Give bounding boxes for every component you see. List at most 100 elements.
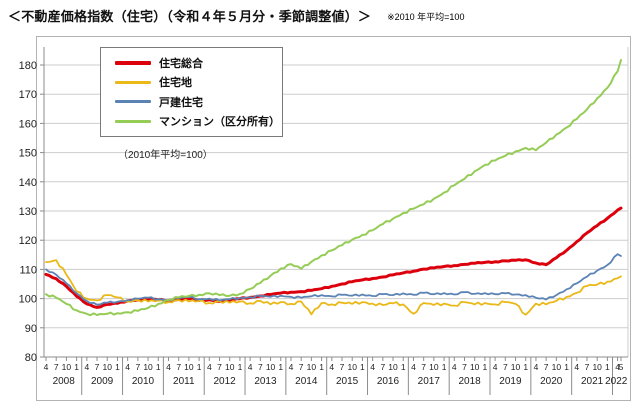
x-month-label-2022-01: 1 bbox=[605, 362, 610, 372]
x-month-label-2015-10: 10 bbox=[347, 362, 357, 372]
x-month-label-2009-10: 10 bbox=[103, 362, 113, 372]
x-month-label-2012-10: 10 bbox=[225, 362, 235, 372]
x-month-label-2017-04: 4 bbox=[411, 362, 416, 372]
x-month-label-2016-04: 4 bbox=[370, 362, 375, 372]
x-month-label-2020-04: 4 bbox=[534, 362, 539, 372]
x-month-label-2012-01: 1 bbox=[197, 362, 202, 372]
y-tick-label-120: 120 bbox=[19, 235, 37, 247]
year-label-2010: 2010 bbox=[132, 376, 155, 387]
x-month-label-2008-07: 7 bbox=[54, 362, 59, 372]
year-label-2015: 2015 bbox=[336, 376, 359, 387]
x-month-label-2022-04: 4 bbox=[615, 362, 620, 372]
year-label-2016: 2016 bbox=[377, 376, 400, 387]
legend-item-kodate: 戸建住宅 bbox=[115, 94, 282, 110]
x-month-label-2021-04: 4 bbox=[574, 362, 579, 372]
y-tick-label-150: 150 bbox=[19, 148, 37, 160]
chart-legend: 住宅総合 住宅地 戸建住宅 マンション（区分所有） bbox=[100, 47, 283, 137]
year-label-2008: 2008 bbox=[53, 376, 76, 387]
x-month-label-2018-10: 10 bbox=[470, 362, 480, 372]
y-tick-label-90: 90 bbox=[25, 323, 37, 335]
x-month-label-2021-01: 1 bbox=[564, 362, 569, 372]
year-label-2011: 2011 bbox=[173, 376, 195, 387]
y-tick-label-160: 160 bbox=[19, 118, 37, 130]
x-month-label-2011-10: 10 bbox=[184, 362, 194, 372]
x-month-label-2021-07: 7 bbox=[585, 362, 590, 372]
legend-swatch-kodate bbox=[115, 100, 151, 104]
page-title: ＜不動産価格指数（住宅）（令和４年５月分・季節調整値）＞ bbox=[8, 9, 372, 24]
x-month-label-2018-01: 1 bbox=[442, 362, 447, 372]
chart-header: ＜不動産価格指数（住宅）（令和４年５月分・季節調整値）＞ ※2010 年平均=1… bbox=[8, 6, 464, 25]
x-month-label-2010-04: 4 bbox=[125, 362, 130, 372]
year-label-2009: 2009 bbox=[91, 376, 114, 387]
x-month-label-2012-07: 7 bbox=[217, 362, 222, 372]
year-label-2017: 2017 bbox=[418, 376, 441, 387]
legend-label-mansion: マンション（区分所有） bbox=[159, 116, 280, 129]
y-tick-label-140: 140 bbox=[19, 177, 37, 189]
title-note: ※2010 年平均=100 bbox=[387, 12, 465, 22]
year-label-2012: 2012 bbox=[213, 376, 236, 387]
x-month-label-2020-01: 1 bbox=[523, 362, 528, 372]
x-month-label-2011-07: 7 bbox=[176, 362, 181, 372]
legend-label-sogo: 住宅総合 bbox=[159, 57, 203, 70]
x-month-label-2019-04: 4 bbox=[493, 362, 498, 372]
x-month-label-2009-01: 1 bbox=[74, 362, 79, 372]
y-tick-label-80: 80 bbox=[25, 352, 37, 364]
legend-swatch-sogo bbox=[115, 60, 151, 65]
x-month-label-2013-07: 7 bbox=[258, 362, 263, 372]
x-month-label-2017-07: 7 bbox=[421, 362, 426, 372]
legend-swatch-mansion bbox=[115, 119, 151, 123]
year-label-2021: 2021 bbox=[581, 376, 604, 387]
x-month-label-2014-07: 7 bbox=[299, 362, 304, 372]
x-month-label-2017-10: 10 bbox=[429, 362, 439, 372]
legend-item-sogo: 住宅総合 bbox=[115, 55, 282, 71]
x-month-label-2010-01: 1 bbox=[115, 362, 120, 372]
y-tick-label-130: 130 bbox=[19, 206, 37, 218]
x-month-label-2009-04: 4 bbox=[84, 362, 89, 372]
series-line-jutakuchi bbox=[45, 259, 622, 316]
x-month-label-2013-01: 1 bbox=[238, 362, 243, 372]
x-month-label-2010-10: 10 bbox=[143, 362, 153, 372]
x-month-label-2019-07: 7 bbox=[503, 362, 508, 372]
x-month-label-2019-01: 1 bbox=[483, 362, 488, 372]
series-line-mansion bbox=[45, 59, 622, 317]
year-label-2020: 2020 bbox=[540, 376, 563, 387]
x-month-label-2020-10: 10 bbox=[552, 362, 562, 372]
x-month-label-2015-01: 1 bbox=[319, 362, 324, 372]
x-month-label-2016-10: 10 bbox=[388, 362, 398, 372]
x-month-label-2008-10: 10 bbox=[62, 362, 72, 372]
legend-subtitle: （2010年平均=100） bbox=[118, 150, 213, 161]
x-month-label-2017-01: 1 bbox=[401, 362, 406, 372]
x-month-label-2019-10: 10 bbox=[511, 362, 521, 372]
year-label-2014: 2014 bbox=[295, 376, 318, 387]
x-month-label-2021-10: 10 bbox=[592, 362, 602, 372]
x-month-label-2011-01: 1 bbox=[156, 362, 161, 372]
year-label-2013: 2013 bbox=[254, 376, 277, 387]
x-month-label-2014-10: 10 bbox=[307, 362, 317, 372]
x-month-label-2020-07: 7 bbox=[544, 362, 549, 372]
legend-label-kodate: 戸建住宅 bbox=[159, 96, 203, 109]
legend-item-mansion: マンション（区分所有） bbox=[115, 113, 282, 129]
x-month-label-2008-04: 4 bbox=[44, 362, 49, 372]
series-line-kodate bbox=[45, 253, 622, 306]
x-month-label-2018-04: 4 bbox=[452, 362, 457, 372]
y-tick-label-180: 180 bbox=[19, 60, 37, 72]
x-month-label-2013-10: 10 bbox=[266, 362, 276, 372]
x-month-label-2016-07: 7 bbox=[380, 362, 385, 372]
x-month-label-2009-07: 7 bbox=[95, 362, 100, 372]
x-month-label-2022-05: 5 bbox=[619, 362, 624, 372]
y-tick-label-110: 110 bbox=[19, 264, 37, 276]
year-label-2019: 2019 bbox=[499, 376, 522, 387]
series-line-sogo bbox=[44, 206, 623, 309]
x-month-label-2014-04: 4 bbox=[289, 362, 294, 372]
x-month-label-2012-04: 4 bbox=[207, 362, 212, 372]
x-month-label-2014-01: 1 bbox=[278, 362, 283, 372]
year-label-2018: 2018 bbox=[458, 376, 481, 387]
legend-swatch-jutakuchi bbox=[115, 80, 151, 84]
x-month-label-2011-04: 4 bbox=[166, 362, 171, 372]
y-tick-label-170: 170 bbox=[19, 89, 37, 101]
year-label-2022: 2022 bbox=[605, 376, 628, 387]
x-month-label-2013-04: 4 bbox=[248, 362, 253, 372]
legend-label-jutakuchi: 住宅地 bbox=[159, 77, 192, 90]
x-month-label-2015-07: 7 bbox=[340, 362, 345, 372]
